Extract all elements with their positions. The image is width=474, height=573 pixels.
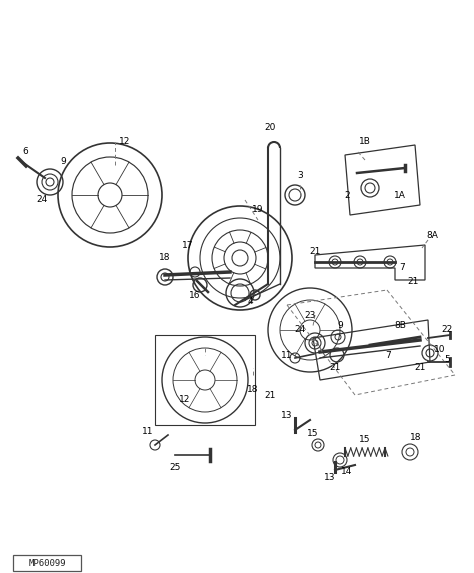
Text: 11: 11 xyxy=(142,427,154,437)
Text: 2: 2 xyxy=(344,190,350,199)
Text: 1A: 1A xyxy=(394,190,406,199)
Text: 3: 3 xyxy=(297,171,303,179)
Text: 13: 13 xyxy=(281,410,293,419)
Text: 11: 11 xyxy=(281,351,293,359)
Text: 15: 15 xyxy=(359,435,371,445)
Text: 12: 12 xyxy=(179,395,191,405)
Text: 5: 5 xyxy=(444,355,450,364)
Text: 23: 23 xyxy=(304,311,316,320)
Text: 7: 7 xyxy=(385,351,391,359)
Text: 14: 14 xyxy=(341,468,353,477)
Text: 6: 6 xyxy=(22,147,28,156)
Text: 9: 9 xyxy=(60,158,66,167)
Text: 22: 22 xyxy=(441,325,453,335)
Text: 4: 4 xyxy=(247,297,253,307)
Text: 8B: 8B xyxy=(394,320,406,329)
Text: 21: 21 xyxy=(407,277,419,285)
Text: 21: 21 xyxy=(414,363,426,371)
Text: 24: 24 xyxy=(36,195,47,205)
Text: 7: 7 xyxy=(399,264,405,273)
Text: 8A: 8A xyxy=(426,230,438,240)
Text: 18: 18 xyxy=(247,386,259,394)
Text: 19: 19 xyxy=(252,206,264,214)
Text: 1B: 1B xyxy=(359,138,371,147)
Text: 9: 9 xyxy=(337,320,343,329)
Text: 13: 13 xyxy=(324,473,336,482)
Text: 17: 17 xyxy=(182,241,194,249)
Bar xyxy=(13,555,81,571)
Text: 15: 15 xyxy=(307,429,319,438)
Text: 12: 12 xyxy=(119,138,131,147)
Text: 18: 18 xyxy=(410,434,422,442)
Text: 10: 10 xyxy=(434,346,446,355)
Text: MP60099: MP60099 xyxy=(28,559,66,567)
Text: 18: 18 xyxy=(159,253,171,262)
Text: 25: 25 xyxy=(169,464,181,473)
Text: 21: 21 xyxy=(310,248,321,257)
Text: 24: 24 xyxy=(294,325,306,335)
Text: 21: 21 xyxy=(329,363,341,372)
Text: 16: 16 xyxy=(189,292,201,300)
Text: 20: 20 xyxy=(264,124,276,132)
Bar xyxy=(155,335,255,425)
Text: 21: 21 xyxy=(264,391,276,399)
